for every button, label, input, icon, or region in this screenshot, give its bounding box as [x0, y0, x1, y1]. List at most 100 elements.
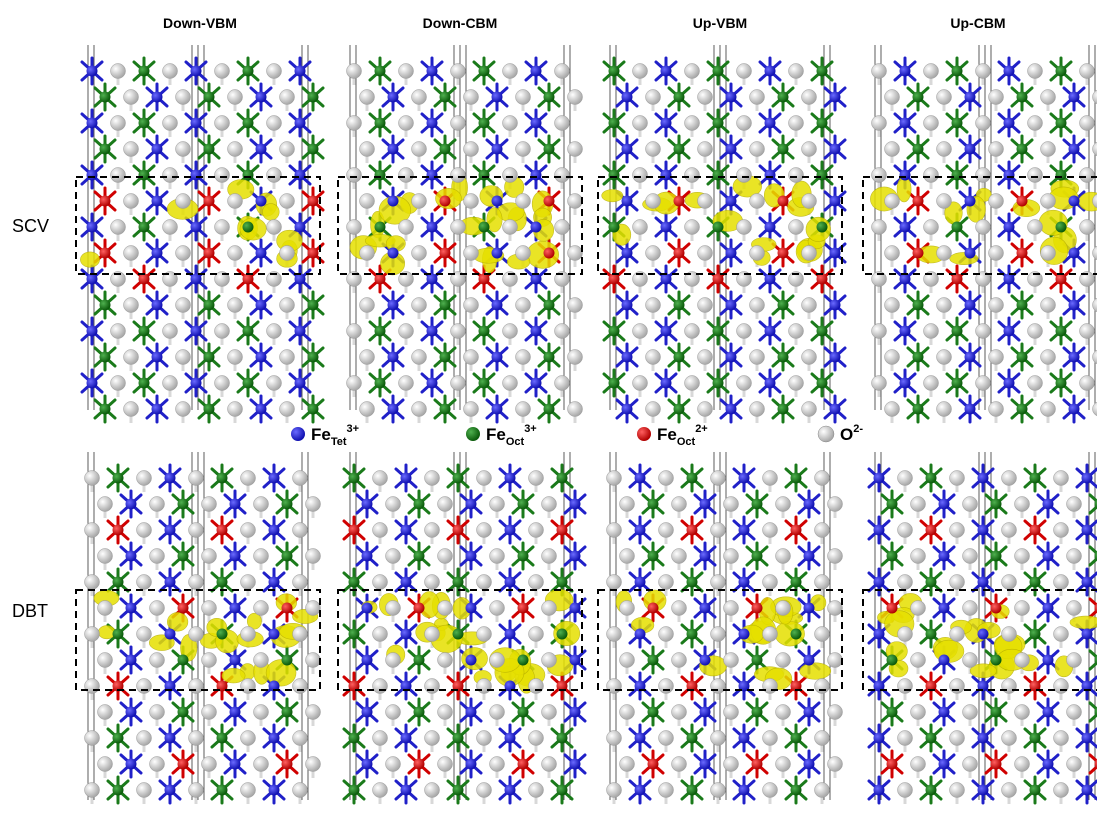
atom	[267, 168, 282, 183]
atom	[464, 246, 479, 261]
atom	[950, 783, 965, 798]
structure-panel	[863, 45, 1097, 423]
atom	[685, 116, 700, 131]
atom	[885, 298, 900, 313]
atom	[713, 222, 724, 233]
atom	[1043, 759, 1054, 770]
atom	[100, 300, 111, 311]
atom	[724, 705, 739, 720]
atom	[828, 601, 843, 616]
atom	[150, 601, 165, 616]
atom	[542, 497, 557, 512]
atom	[529, 627, 544, 642]
atom	[1028, 376, 1043, 391]
legend-sup: 3+	[347, 423, 360, 435]
atom	[375, 222, 386, 233]
atom	[874, 629, 885, 640]
atom	[87, 118, 98, 129]
atom	[739, 785, 750, 796]
atom	[1069, 92, 1080, 103]
atom	[542, 549, 557, 564]
atom	[635, 473, 646, 484]
atom	[492, 92, 503, 103]
column-title: Down-CBM	[423, 15, 498, 31]
atom	[1082, 525, 1093, 536]
atom	[872, 220, 887, 235]
atom	[492, 352, 503, 363]
atom	[622, 404, 633, 415]
atom	[991, 707, 1002, 718]
atom	[1080, 64, 1095, 79]
structure-panel	[76, 45, 323, 423]
atom	[778, 248, 789, 259]
atom	[202, 549, 217, 564]
atom	[726, 196, 737, 207]
atom	[464, 350, 479, 365]
atom	[887, 499, 898, 510]
atom	[451, 324, 466, 339]
structure-panels	[76, 45, 1097, 804]
atom	[373, 575, 388, 590]
atom	[360, 194, 375, 209]
atom	[570, 499, 581, 510]
structure-panel	[338, 452, 585, 804]
atom	[815, 627, 830, 642]
atom	[711, 783, 726, 798]
atom	[295, 222, 306, 233]
atom	[414, 655, 425, 666]
atom	[1004, 118, 1015, 129]
atom	[425, 679, 440, 694]
atom	[163, 220, 178, 235]
atom	[189, 471, 204, 486]
atom	[937, 402, 952, 417]
atom	[724, 549, 739, 564]
atom	[505, 577, 516, 588]
atom	[911, 497, 926, 512]
atom	[466, 707, 477, 718]
atom	[126, 551, 137, 562]
atom	[830, 92, 841, 103]
atom	[360, 246, 375, 261]
atom	[531, 378, 542, 389]
atom	[204, 196, 215, 207]
atom	[622, 92, 633, 103]
atom	[568, 142, 583, 157]
atom	[269, 733, 280, 744]
atom	[622, 196, 633, 207]
atom	[228, 142, 243, 157]
atom	[477, 575, 492, 590]
atom	[687, 473, 698, 484]
atom	[529, 783, 544, 798]
atom	[622, 144, 633, 155]
atom	[763, 575, 778, 590]
atom	[191, 326, 202, 337]
column-title: Down-VBM	[163, 15, 237, 31]
atom	[401, 577, 412, 588]
atom	[306, 497, 321, 512]
atom	[85, 575, 100, 590]
legend-base: Fe	[486, 425, 506, 444]
atom	[477, 627, 492, 642]
atom	[952, 118, 963, 129]
atom	[113, 473, 124, 484]
atom	[165, 473, 176, 484]
legend-swatch	[466, 427, 480, 441]
atom	[349, 577, 360, 588]
legend-swatch	[291, 427, 305, 441]
atom	[152, 300, 163, 311]
atom	[544, 248, 555, 259]
atom	[1067, 601, 1082, 616]
legend-label: FeTet3+	[311, 423, 359, 448]
atom	[898, 523, 913, 538]
atom	[607, 575, 622, 590]
atom	[872, 64, 887, 79]
atom	[952, 66, 963, 77]
atom	[464, 402, 479, 417]
legend-label: FeOct2+	[657, 423, 708, 448]
atom	[516, 298, 531, 313]
atom	[726, 300, 737, 311]
atom	[293, 731, 308, 746]
atom	[544, 352, 555, 363]
atom	[479, 118, 490, 129]
atom	[139, 222, 150, 233]
